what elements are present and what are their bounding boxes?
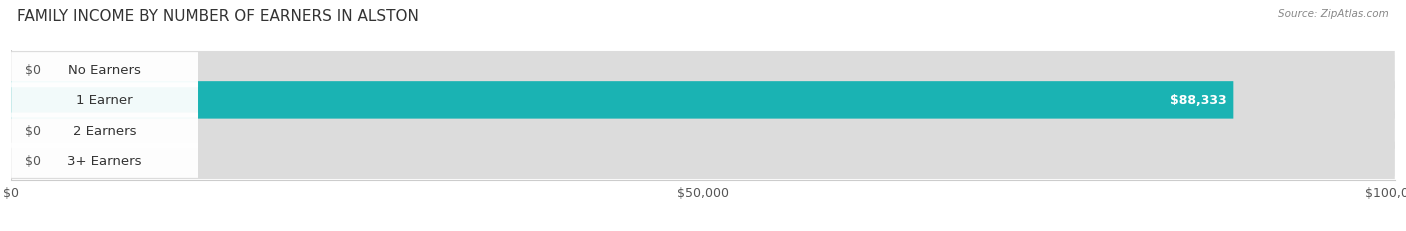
FancyBboxPatch shape xyxy=(11,142,1395,179)
FancyBboxPatch shape xyxy=(11,83,198,118)
FancyBboxPatch shape xyxy=(11,113,198,148)
FancyBboxPatch shape xyxy=(11,82,1233,119)
Text: Source: ZipAtlas.com: Source: ZipAtlas.com xyxy=(1278,9,1389,19)
FancyBboxPatch shape xyxy=(11,82,1395,119)
FancyBboxPatch shape xyxy=(11,52,1395,89)
Text: 2 Earners: 2 Earners xyxy=(73,124,136,137)
Text: 1 Earner: 1 Earner xyxy=(76,94,134,107)
Bar xyxy=(11,85,1395,116)
Text: $88,333: $88,333 xyxy=(1170,94,1226,107)
Text: FAMILY INCOME BY NUMBER OF EARNERS IN ALSTON: FAMILY INCOME BY NUMBER OF EARNERS IN AL… xyxy=(17,9,419,24)
Bar xyxy=(11,116,1395,146)
Bar xyxy=(11,55,1395,85)
Text: 3+ Earners: 3+ Earners xyxy=(67,154,142,167)
FancyBboxPatch shape xyxy=(11,112,1395,149)
Text: $0: $0 xyxy=(25,124,41,137)
Text: $0: $0 xyxy=(25,154,41,167)
FancyBboxPatch shape xyxy=(11,143,198,178)
Bar xyxy=(11,146,1395,176)
Text: No Earners: No Earners xyxy=(69,64,141,77)
FancyBboxPatch shape xyxy=(11,53,198,88)
Text: $0: $0 xyxy=(25,64,41,77)
